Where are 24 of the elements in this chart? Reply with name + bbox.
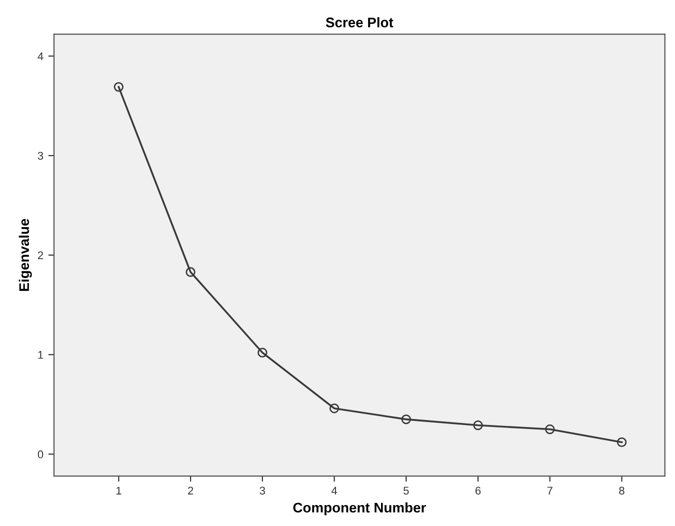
- y-tick-label: 4: [38, 52, 44, 60]
- x-tick-label: 4: [331, 486, 338, 494]
- x-tick-label: 7: [547, 486, 552, 494]
- x-tick-label: 2: [188, 486, 194, 494]
- point: [258, 348, 268, 358]
- x-tick-label: 6: [475, 486, 481, 495]
- y-tick-label: 2: [38, 251, 44, 260]
- y-axis-title: Eigenvalue: [18, 218, 32, 291]
- point: [545, 424, 555, 434]
- x-tick-label: 5: [404, 486, 409, 495]
- x-tick-label: 1: [116, 486, 122, 494]
- point: [473, 420, 483, 430]
- point: [329, 404, 340, 414]
- x-tick-label: 3: [260, 486, 266, 495]
- point: [616, 437, 627, 448]
- point: [186, 267, 196, 277]
- x-tick-label: 8: [619, 486, 624, 495]
- y-tick-label: 0: [38, 450, 44, 458]
- point: [114, 82, 124, 92]
- chart-title: Scree Plot: [326, 17, 394, 28]
- x-axis-title: Component Number: [293, 502, 426, 516]
- y-tick-label: 3: [38, 152, 44, 160]
- point: [401, 414, 412, 424]
- y-tick-label: 1: [38, 351, 44, 359]
